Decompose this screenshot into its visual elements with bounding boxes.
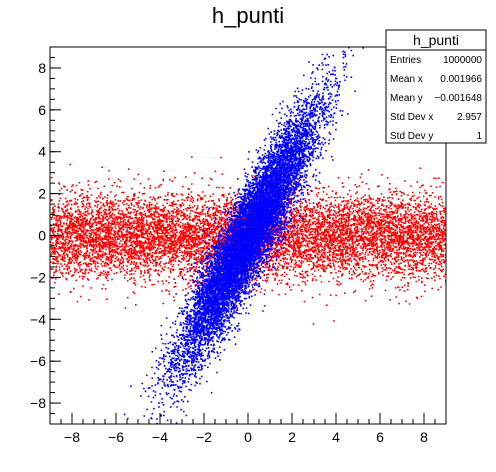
stats-value: 0.001966 xyxy=(440,74,482,85)
y-axis: −8 −6 −4 −2 0 2 4 6 8 xyxy=(30,46,61,425)
stats-rows: Entries 1000000 Mean x 0.001966 Mean y −0.001… xyxy=(390,55,482,142)
x-tick-label: 2 xyxy=(288,429,296,445)
stats-box-frame xyxy=(385,29,487,144)
stats-value: 1 xyxy=(476,131,482,142)
y-tick-label: −4 xyxy=(30,311,46,327)
y-tick-label: −8 xyxy=(30,395,46,411)
series-blue-mark xyxy=(123,47,364,424)
scatter-points xyxy=(50,47,446,424)
y-tick-label: 0 xyxy=(38,228,46,244)
stats-label: Std Dev y xyxy=(390,131,433,142)
stats-value: 1000000 xyxy=(443,55,482,66)
chart-title: h_punti xyxy=(212,3,284,28)
series-blue-points xyxy=(123,47,364,424)
stats-box-title: h_punti xyxy=(413,32,459,48)
stats-value: −0.001648 xyxy=(434,93,482,104)
y-tick-label: 6 xyxy=(38,102,46,118)
y-tick-label: 8 xyxy=(38,60,46,76)
stats-box: h_punti Entries 1000000 Mean x 0.001966 Mean… xyxy=(385,29,487,144)
x-axis: −8 −6 −4 −2 0 2 4 6 8 xyxy=(49,413,447,445)
stats-value: 2.957 xyxy=(457,112,482,123)
x-tick-label: −6 xyxy=(108,429,124,445)
y-tick-label: −2 xyxy=(30,269,46,285)
stats-label: Mean y xyxy=(390,93,423,104)
x-tick-label: −2 xyxy=(196,429,212,445)
x-tick-label: −8 xyxy=(64,429,80,445)
y-tick-label: −6 xyxy=(30,353,46,369)
y-tick-label: 4 xyxy=(38,144,46,160)
stats-label: Mean x xyxy=(390,74,423,85)
y-tick-label: 2 xyxy=(38,186,46,202)
x-tick-label: −4 xyxy=(152,429,168,445)
x-tick-label: 0 xyxy=(244,429,252,445)
x-tick-label: 6 xyxy=(376,429,384,445)
x-tick-label: 4 xyxy=(332,429,340,445)
x-tick-label: 8 xyxy=(420,429,428,445)
stats-label: Entries xyxy=(390,55,421,66)
stats-label: Std Dev x xyxy=(390,112,433,123)
